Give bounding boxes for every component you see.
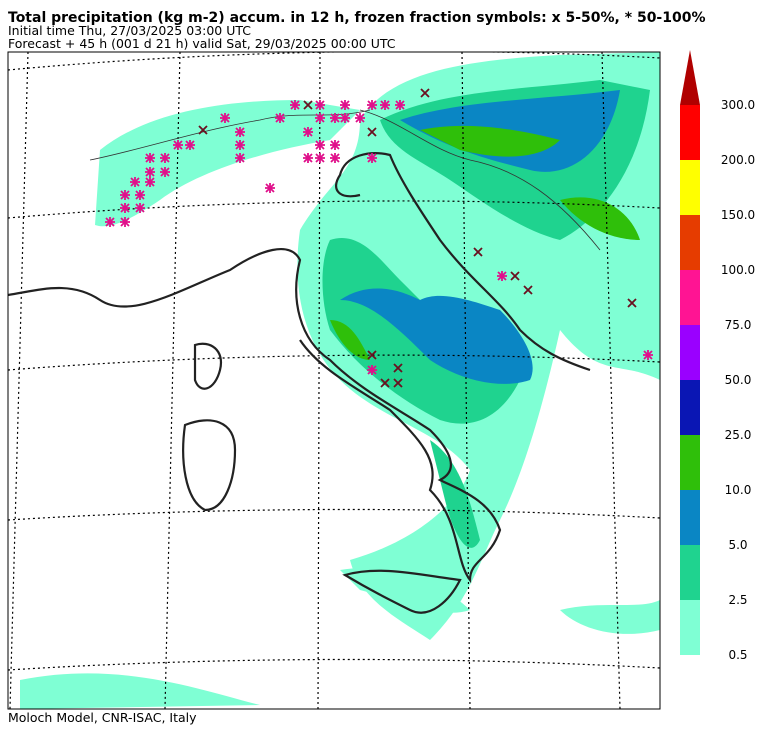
mixed-symbol	[367, 350, 377, 360]
snow-symbol	[120, 203, 130, 213]
mixed-symbol	[367, 127, 377, 137]
colorbar-label: 200.0	[721, 153, 755, 167]
mixed-symbol	[473, 247, 483, 257]
snow-symbol	[330, 153, 340, 163]
map	[7, 51, 661, 710]
colorbar-label: 10.0	[725, 483, 752, 497]
snow-symbol	[235, 127, 245, 137]
mixed-symbol	[380, 378, 390, 388]
snow-symbol	[145, 153, 155, 163]
initial-time: Initial time Thu, 27/03/2025 03:00 UTC	[8, 23, 251, 38]
snow-symbol	[160, 167, 170, 177]
snow-symbol	[643, 350, 653, 360]
snow-symbol	[367, 153, 377, 163]
colorbar-segment	[680, 600, 700, 655]
snow-symbol	[105, 217, 115, 227]
colorbar-label: 0.5	[728, 648, 747, 662]
snow-symbol	[355, 113, 365, 123]
colorbar-segment	[680, 490, 700, 545]
mixed-symbol	[510, 271, 520, 281]
snow-symbol	[395, 100, 405, 110]
mixed-symbol	[627, 298, 637, 308]
footer: Moloch Model, CNR-ISAC, Italy	[8, 710, 197, 725]
colorbar: 0.5 2.5 5.0 10.0 25.0 50.0 75.0 100.0 150.0 200.0…	[680, 50, 755, 662]
snow-symbol	[235, 140, 245, 150]
snow-symbol	[340, 113, 350, 123]
snow-symbol	[145, 177, 155, 187]
title: Total precipitation (kg m-2) accum. in 1…	[8, 10, 706, 26]
mixed-symbol	[420, 88, 430, 98]
snow-symbol	[330, 140, 340, 150]
snow-symbol	[160, 153, 170, 163]
snow-symbol	[135, 203, 145, 213]
mixed-symbol	[393, 363, 403, 373]
colorbar-label: 50.0	[725, 373, 752, 387]
snow-symbol	[290, 100, 300, 110]
snow-symbol	[315, 100, 325, 110]
snow-symbol	[130, 177, 140, 187]
colorbar-segment	[680, 105, 700, 160]
colorbar-label: 100.0	[721, 263, 755, 277]
snow-symbol	[265, 183, 275, 193]
snow-symbol	[340, 100, 350, 110]
snow-symbol	[235, 153, 245, 163]
colorbar-label: 300.0	[721, 98, 755, 112]
mixed-symbol	[198, 125, 208, 135]
snow-symbol	[120, 190, 130, 200]
colorbar-label: 25.0	[725, 428, 752, 442]
snow-symbol	[380, 100, 390, 110]
snow-symbol	[185, 140, 195, 150]
mixed-symbol	[393, 378, 403, 388]
colorbar-segment	[680, 435, 700, 490]
mixed-symbol	[523, 285, 533, 295]
colorbar-label: 150.0	[721, 208, 755, 222]
colorbar-segment	[680, 215, 700, 270]
snow-symbol	[497, 271, 507, 281]
colorbar-segment	[680, 325, 700, 380]
colorbar-segment	[680, 270, 700, 325]
snow-symbol	[275, 113, 285, 123]
snow-symbol	[120, 217, 130, 227]
snow-symbol	[135, 190, 145, 200]
colorbar-extension	[680, 50, 700, 105]
colorbar-label: 2.5	[728, 593, 747, 607]
snow-symbol	[315, 140, 325, 150]
mixed-symbol	[303, 100, 313, 110]
colorbar-segment	[680, 160, 700, 215]
forecast-time: Forecast + 45 h (001 d 21 h) valid Sat, …	[8, 36, 396, 51]
colorbar-label: 75.0	[725, 318, 752, 332]
colorbar-segment	[680, 380, 700, 435]
snow-symbol	[315, 153, 325, 163]
snow-symbol	[367, 100, 377, 110]
snow-symbol	[303, 153, 313, 163]
snow-symbol	[173, 140, 183, 150]
snow-symbol	[367, 365, 377, 375]
colorbar-segment	[680, 545, 700, 600]
snow-symbol	[303, 127, 313, 137]
snow-symbol	[330, 113, 340, 123]
colorbar-label: 5.0	[728, 538, 747, 552]
snow-symbol	[145, 167, 155, 177]
snow-symbol	[220, 113, 230, 123]
snow-symbol	[315, 113, 325, 123]
